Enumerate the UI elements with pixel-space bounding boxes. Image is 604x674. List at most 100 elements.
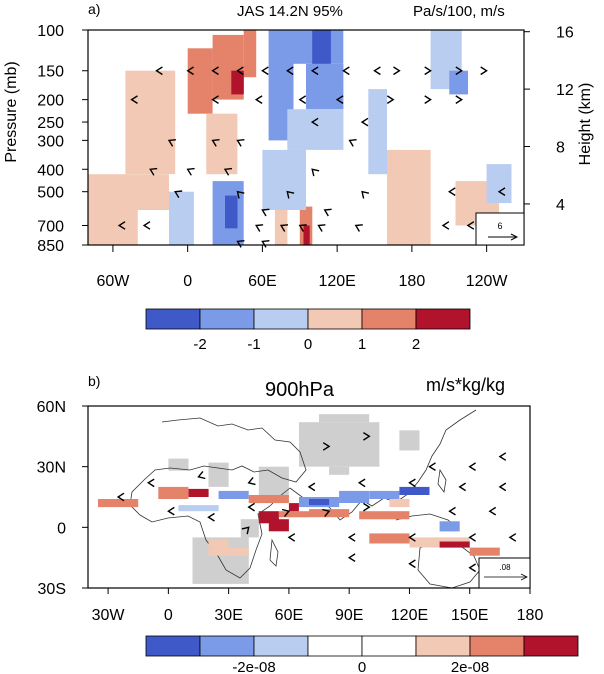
panel-b-ytick-label-3: 30S	[38, 581, 66, 598]
panel-b-colorbar-box-0	[145, 635, 201, 657]
panel-a-vector-44	[317, 224, 326, 232]
panel-b-xtick-label-2: 30E	[214, 607, 242, 624]
panel-a-vector-40	[142, 221, 151, 230]
panel-b-cell-3	[218, 490, 249, 499]
panel-b-vector-25	[508, 533, 517, 542]
panel-a-vector-23	[167, 139, 176, 147]
panel-a-vector-26	[348, 139, 357, 147]
panel-b-land-7	[240, 519, 259, 538]
panel-a-colorbar-box-4	[361, 308, 417, 330]
panel-a-xtick-label-2: 60E	[248, 273, 276, 290]
panel-a-vector-3	[236, 66, 244, 76]
panel-a-colorbar-label-2: 0	[304, 336, 312, 353]
panel-a-vector-2	[211, 66, 219, 76]
panel-b-title: 900hPa	[265, 379, 335, 401]
panel-a-vector-19	[424, 95, 432, 104]
panel-b-colorbar-label-1: 0	[358, 659, 366, 674]
panel-b-vector-17	[363, 502, 371, 512]
panel-a-title: JAS 14.2N 95%	[237, 3, 343, 20]
panel-b-vector-14	[247, 502, 255, 512]
panel-a-cell-16	[312, 30, 331, 64]
panel-b-vector-5	[357, 478, 366, 488]
panel-b-vector-20	[241, 526, 250, 535]
panel-a-vector-25	[236, 139, 245, 147]
panel-b-vector-27	[408, 559, 416, 569]
panel-b-vector-22	[347, 533, 356, 542]
panel-b-land-2	[329, 466, 350, 475]
panel-b-vector-28	[468, 563, 476, 573]
panel-b-colorbar-box-4	[361, 635, 417, 657]
panel-b-land-8	[399, 430, 420, 451]
panel-b-cell-16	[309, 509, 350, 518]
panel-b-axes: 30W 0 30E 60E 90E 120E 150E 180 60N 30N 0 30S	[37, 399, 544, 624]
panel-b-cell-7	[268, 519, 289, 532]
panel-a-vector-35	[447, 187, 456, 196]
panel-b-cell-15	[389, 499, 410, 508]
panel-b-vector-13	[207, 512, 215, 522]
panel-a-vector-45	[354, 224, 363, 232]
panel-a-vector-42	[279, 224, 289, 232]
panel-a-vector-17	[335, 95, 344, 104]
panel-a-vector-16	[298, 95, 307, 104]
panel-a-vector-46	[441, 221, 450, 230]
panel-a-y2tick-label-2: 8	[556, 140, 565, 157]
panel-a-cell-24	[449, 70, 468, 95]
panel-a-vector-13	[130, 95, 138, 104]
panel-b-vector-15	[281, 508, 291, 518]
panel-a-colorbar-box-0	[145, 308, 201, 330]
panel-b-land-4	[208, 462, 229, 487]
panel-a-ytick-label-5: 400	[37, 162, 64, 179]
panel-a-vector-5	[285, 66, 294, 76]
panel-a: a) JAS 14.2N 95% Pa/s/100, m/s Pressure …	[3, 1, 594, 290]
panel-a-cell-6	[88, 174, 169, 210]
panel-a-ref-label: 6	[497, 221, 502, 231]
panel-b-vector-4	[307, 482, 316, 492]
panel-b-xtick-label-0: 30W	[92, 607, 126, 624]
panel-b-vector-29	[322, 442, 331, 451]
panel-b-ref-label: .08	[499, 563, 511, 572]
panel-b-vector-6	[408, 478, 416, 488]
panel-b-vector-0	[116, 492, 125, 502]
panel-b-vector-26	[347, 553, 356, 562]
panel-a-colorbar-box-3	[307, 308, 363, 330]
panel-a-reference-vector: 6	[475, 212, 525, 246]
panel-a-vector-41	[255, 224, 264, 232]
panel-b-colorbar-box-1	[199, 635, 255, 657]
panel-b-shading	[98, 486, 500, 556]
panel-b-vector-24	[468, 533, 476, 542]
panel-b-ytick-label-1: 30N	[37, 460, 66, 477]
panel-a-vector-14	[211, 95, 219, 104]
panel-a-cell-9	[303, 225, 310, 245]
panel-b-vector-11	[428, 462, 436, 471]
panel-b-land-3	[258, 466, 289, 497]
panel-a-vector-38	[323, 208, 332, 217]
panel-a-vector-1	[186, 66, 194, 76]
panel-a-vector-39	[117, 221, 126, 230]
panel-b-colorbar-label-2: 2e-08	[451, 659, 489, 674]
panel-a-vector-22	[360, 117, 369, 127]
panel-b-cell-21	[469, 547, 500, 556]
panel-a-vector-21	[310, 117, 319, 127]
panel-b-xtick-label-3: 60E	[275, 607, 303, 624]
panel-a-xtick-label-0: 60W	[96, 273, 130, 290]
panel-b-xtick-label-6: 150E	[451, 607, 488, 624]
panel-a-ytick-label-1: 150	[37, 64, 64, 81]
panel-b-xtick-label-7: 180	[517, 607, 544, 624]
panel-a-xtick-label-4: 180	[399, 273, 426, 290]
panel-b-cell-24	[208, 547, 249, 556]
panel-b-vector-18	[448, 506, 456, 516]
panel-a-cell-17	[287, 109, 344, 150]
panel-b-xtick-label-5: 120E	[391, 607, 428, 624]
panel-a-units: Pa/s/100, m/s	[413, 3, 505, 20]
panel-a-colorbar-box-1	[199, 308, 255, 330]
panel-b-cell-12	[339, 490, 370, 503]
panel-b-cell-9	[288, 503, 299, 512]
panel-a-colorbar-box-5	[415, 308, 471, 330]
panel-a-cell-21	[169, 191, 194, 245]
panel-b-label: b)	[88, 373, 100, 389]
panel-a-vector-47	[466, 221, 475, 230]
panel-b-cell-8	[278, 511, 309, 518]
panel-b-cell-14	[399, 486, 430, 495]
panel-b-cell-4	[248, 495, 289, 504]
